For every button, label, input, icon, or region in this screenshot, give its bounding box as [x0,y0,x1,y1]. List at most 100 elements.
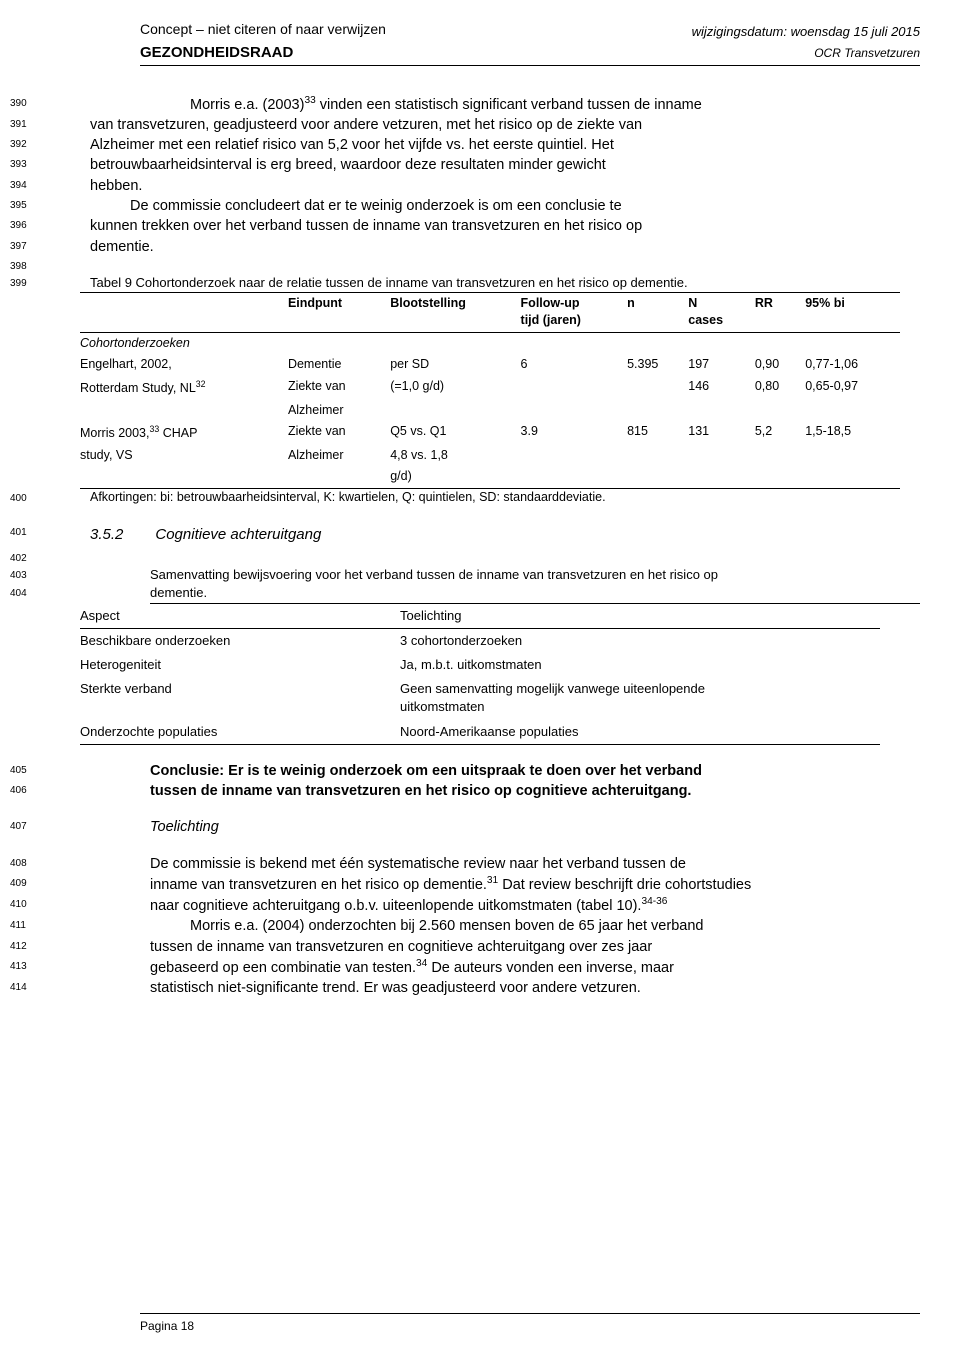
line-number: 404 [0,584,70,601]
summary-row: Onderzochte populaties Noord-Amerikaanse… [80,720,880,745]
table-row: Alzheimer [80,400,900,422]
page-container: Concept – niet citeren of naar verwijzen… [0,0,960,1365]
page-number: Pagina 18 [140,1319,194,1333]
line-399: 399 Tabel 9 Cohortonderzoek naar de rela… [0,274,920,292]
line-404: 404 dementie. [0,584,920,603]
line-392: 392 Alzheimer met een relatief risico va… [0,135,920,155]
body-text: Alzheimer met een relatief risico van 5,… [90,135,920,155]
conclusion-text: tussen de inname van transvetzuren en he… [150,781,920,801]
col-followup: Follow-uptijd (jaren) [521,292,628,332]
study-name: Morris 2003,33 CHAP [80,421,288,445]
line-number: 396 [0,216,70,233]
section-title: Cognitieve achteruitgang [155,524,321,545]
body-text: hebben. [90,176,920,196]
line-number: 392 [0,135,70,152]
conclusion-text: Conclusie: Er is te weinig onderzoek om … [150,761,920,781]
table-header-row: Eindpunt Blootstelling Follow-uptijd (ja… [80,292,900,332]
cell: Heterogeniteit [80,653,400,677]
line-number: 393 [0,155,70,172]
page-footer: Pagina 18 [140,1313,920,1335]
line-number: 410 [0,895,70,912]
cell: 0,65-0,97 [805,376,900,400]
cell: 815 [627,421,688,445]
summary-caption: Samenvatting bewijsvoering voor het verb… [150,566,718,584]
summary-header-row: Aspect Toelichting [80,604,880,629]
line-412: 412 tussen de inname van transvetzuren e… [0,937,920,957]
cell: Beschikbare onderzoeken [80,628,400,653]
line-398: 398 [0,257,920,274]
document-title: OCR Transvetzuren [814,45,920,62]
col-aspect: Aspect [80,604,400,629]
body-text: van transvetzuren, geadjusteerd voor and… [90,115,920,135]
cell: Ziekte van [288,376,390,400]
body-text: inname van transvetzuren en het risico o… [150,874,920,895]
cohort-section: Cohortonderzoeken [80,332,900,354]
line-number: 390 [0,94,70,111]
table-row: Rotterdam Study, NL32 Ziekte van (=1,0 g… [80,376,900,400]
cell: g/d) [390,466,520,488]
col-study [80,292,288,332]
cell: 146 [688,376,755,400]
body-text: gebaseerd op een combinatie van testen.3… [150,957,920,978]
line-394: 394 hebben. [0,176,920,196]
study-name: Engelhart, 2002, [80,354,288,376]
line-408: 408 De commissie is bekend met één syste… [0,854,920,874]
body-text: De commissie is bekend met één systemati… [150,854,920,874]
cell: per SD [390,354,520,376]
line-number: 402 [0,549,70,566]
cell: Sterkte verband [80,677,400,719]
line-number: 412 [0,937,70,954]
col-toelichting: Toelichting [400,604,880,629]
cell: Onderzochte populaties [80,720,400,745]
table-9: Eindpunt Blootstelling Follow-uptijd (ja… [80,292,900,489]
cell: Ziekte van [288,421,390,445]
table-row: study, VS Alzheimer 4,8 vs. 1,8 [80,445,900,467]
line-390: 390 Morris e.a. (2003)33 vinden een stat… [0,94,920,115]
col-eindpunt: Eindpunt [288,292,390,332]
organisation-name: GEZONDHEIDSRAAD [140,42,293,63]
cell: 3 cohortonderzoeken [400,628,880,653]
summary-row: Beschikbare onderzoeken 3 cohortonderzoe… [80,628,880,653]
line-number: 406 [0,781,70,798]
toelichting-heading: Toelichting [150,817,920,837]
line-414: 414 statistisch niet-significante trend.… [0,978,920,998]
table-caption: Tabel 9 Cohortonderzoek naar de relatie … [90,274,688,292]
line-number: 401 [0,506,70,540]
line-number: 414 [0,978,70,995]
cell: 4,8 vs. 1,8 [390,445,520,467]
line-410: 410 naar cognitieve achteruitgang o.b.v.… [0,895,920,916]
line-397: 397 dementie. [0,237,920,257]
body-text: dementie. [90,237,920,257]
line-number: 397 [0,237,70,254]
modification-date: wijzigingsdatum: woensdag 15 juli 2015 [692,23,920,41]
body-text: Morris e.a. (2003)33 vinden een statisti… [150,94,920,115]
col-blootstelling: Blootstelling [390,292,520,332]
col-rr: RR [755,292,805,332]
line-number: 400 [0,489,70,506]
body-text: naar cognitieve achteruitgang o.b.v. uit… [150,895,920,916]
line-number: 391 [0,115,70,132]
cell: 1,5-18,5 [805,421,900,445]
body-text: De commissie concludeert dat er te weini… [90,196,920,216]
line-409: 409 inname van transvetzuren en het risi… [0,874,920,895]
cell: 3.9 [521,421,628,445]
line-407: 407 Toelichting [0,817,920,837]
cell: Alzheimer [288,400,390,422]
line-395: 395 De commissie concludeert dat er te w… [0,196,920,216]
cell: 5,2 [755,421,805,445]
line-393: 393 betrouwbaarheidsinterval is erg bree… [0,155,920,175]
cell: (=1,0 g/d) [390,376,520,400]
line-number: 403 [0,566,70,583]
cell: 0,90 [755,354,805,376]
cell: 197 [688,354,755,376]
concept-notice: Concept – niet citeren of naar verwijzen [140,20,386,40]
line-403: 403 Samenvatting bewijsvoering voor het … [0,566,920,584]
line-396: 396 kunnen trekken over het verband tuss… [0,216,920,236]
line-402: 402 [0,549,920,566]
cell: Dementie [288,354,390,376]
line-number: 407 [0,817,70,834]
summary-row: Heterogeniteit Ja, m.b.t. uitkomstmaten [80,653,880,677]
line-number: 399 [0,274,70,291]
line-number: 413 [0,957,70,974]
cell: 131 [688,421,755,445]
